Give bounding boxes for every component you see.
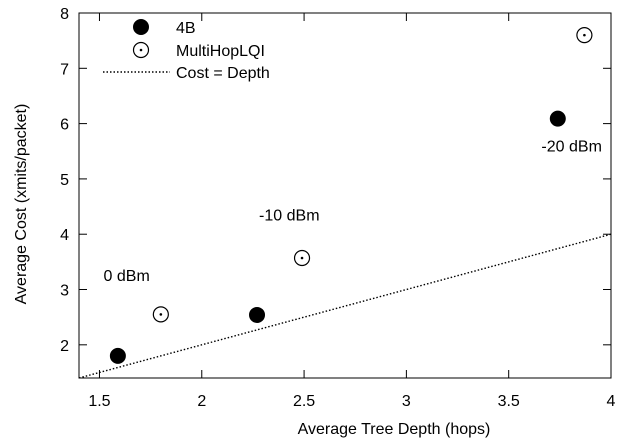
legend-label: MultiHopLQI: [176, 43, 265, 60]
annotations: 0 dBm -10 dBm -20 dBm: [104, 138, 602, 285]
y-tick-label: 7: [60, 61, 69, 78]
x-tick-label: 2.5: [293, 393, 315, 410]
marker-dot: [300, 256, 304, 260]
legend: 4B MultiHopLQI Cost = Depth: [103, 19, 270, 82]
legend-marker-4b: [133, 19, 149, 35]
plot-frame: [78, 12, 612, 379]
marker-dot: [139, 48, 143, 52]
data-point-multihoplqi: [293, 249, 311, 267]
plot-border: [78, 12, 612, 379]
y-axis: 2 3 4 5 6 7 8: [60, 6, 611, 355]
data-point-4b: [249, 306, 266, 323]
x-tick-label: 3.5: [498, 393, 520, 410]
data-points: [109, 27, 593, 364]
legend-marker-multihoplqi: [132, 41, 150, 59]
annotation-label: -10 dBm: [259, 207, 319, 224]
y-tick-label: 5: [60, 172, 69, 189]
data-point-multihoplqi: [576, 27, 593, 44]
x-axis: 1.5 2 2.5 3 3.5 4: [88, 13, 616, 410]
x-tick-label: 2: [197, 393, 206, 410]
data-point-multihoplqi: [152, 306, 169, 323]
legend-label: 4B: [176, 20, 196, 37]
y-tick-label: 2: [60, 338, 69, 355]
x-tick-label: 1.5: [88, 393, 110, 410]
y-tick-label: 3: [60, 283, 69, 300]
marker-dot: [159, 313, 163, 316]
annotation-label: -20 dBm: [541, 138, 601, 155]
y-tick-label: 8: [60, 6, 69, 23]
data-point-4b: [109, 347, 126, 364]
y-tick-label: 4: [60, 227, 69, 244]
x-axis-label: Average Tree Depth (hops): [298, 421, 491, 438]
data-point-4b: [549, 110, 566, 127]
x-tick-label: 4: [607, 393, 616, 410]
data-lines: [78, 233, 612, 379]
marker-dot: [583, 33, 586, 37]
cost-equals-depth-line: [78, 233, 612, 379]
x-tick-label: 3: [402, 393, 411, 410]
y-axis-label: Average Cost (xmits/packet): [13, 104, 30, 305]
annotation-label: 0 dBm: [104, 268, 150, 285]
y-tick-label: 6: [60, 117, 69, 134]
legend-label: Cost = Depth: [176, 65, 270, 82]
